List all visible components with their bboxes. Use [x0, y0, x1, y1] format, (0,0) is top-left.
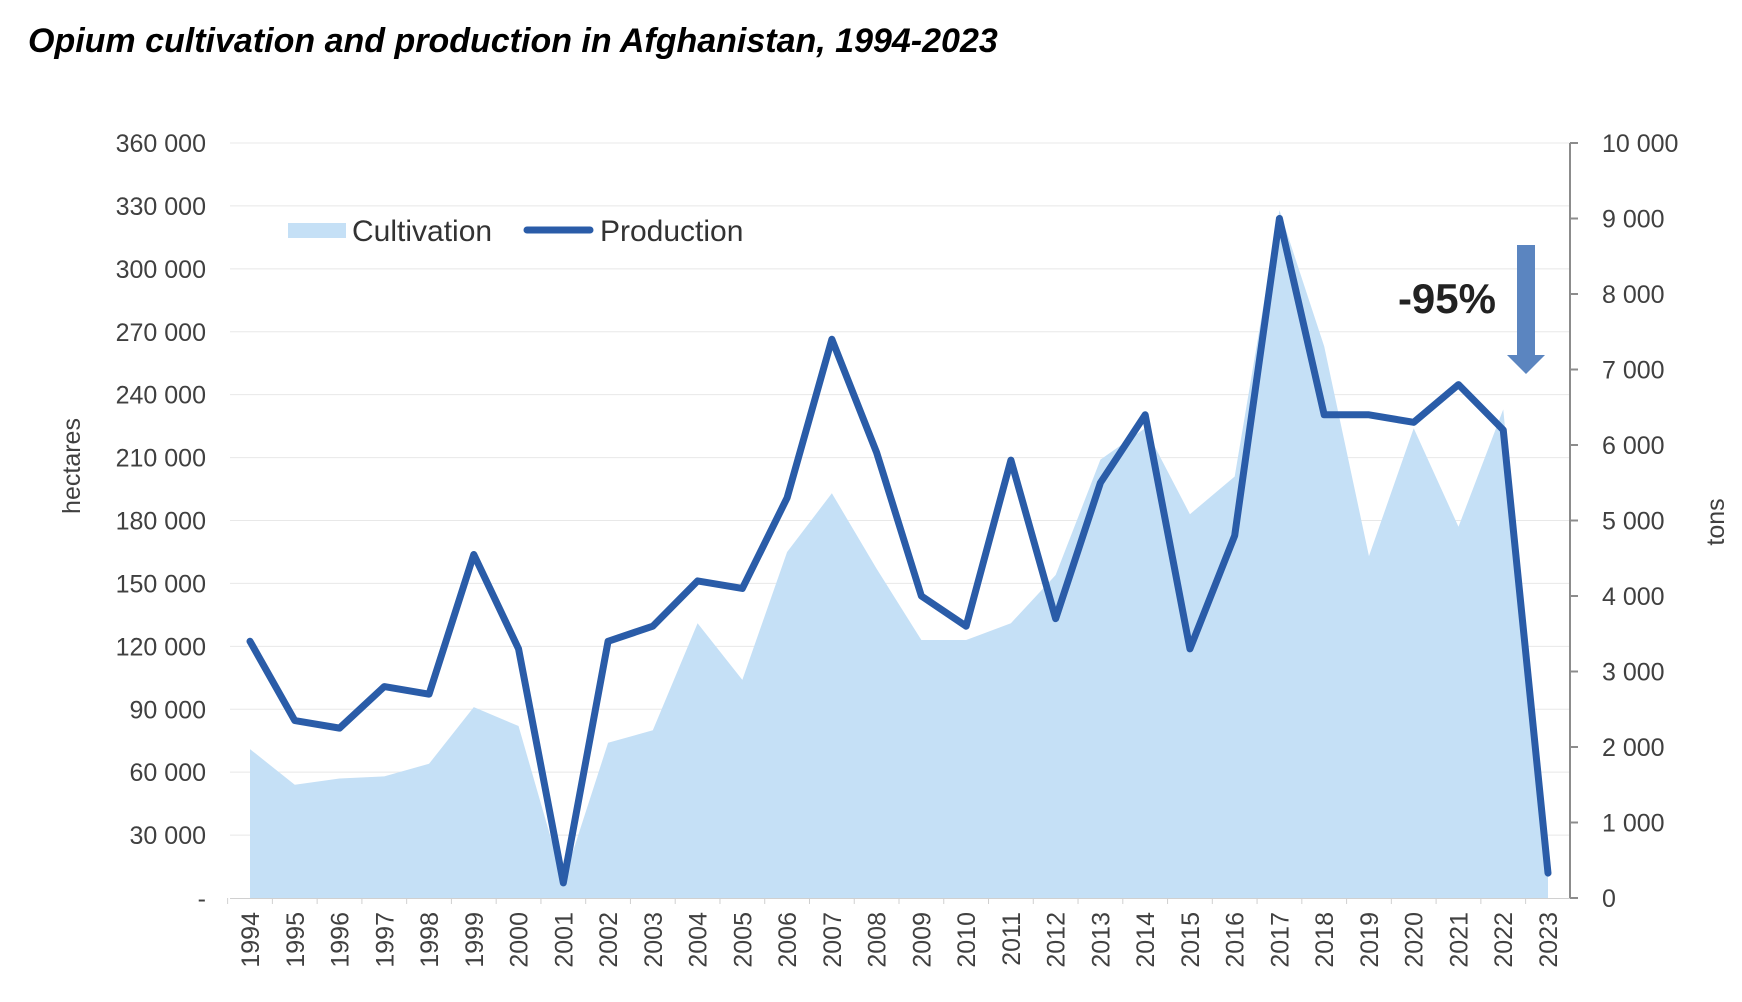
- x-tick-labels: 1994 1995 1996 1997 1998 1999 2000 2001 2002 2003…: [237, 912, 1563, 968]
- x-tick-label: 2004: [685, 912, 713, 968]
- x-tick-label: 2002: [595, 912, 623, 968]
- x-tick-label: 1995: [282, 912, 310, 968]
- chart-title: Opium cultivation and production in Afgh…: [28, 22, 998, 60]
- y-tick-label: 150 000: [116, 570, 206, 598]
- y2-tick-label: 9 000: [1602, 206, 1665, 234]
- y-tick-label: 120 000: [116, 633, 206, 661]
- x-tick-label: 2017: [1266, 912, 1294, 968]
- production-line: [246, 215, 1552, 887]
- x-tick-label: 2009: [908, 912, 936, 968]
- x-tick-label: 2010: [953, 912, 981, 968]
- y-tick-label: 300 000: [116, 256, 206, 284]
- x-tick-label: 2013: [1087, 912, 1115, 968]
- x-tick-label: 2000: [506, 912, 534, 968]
- x-tick-label: 2012: [1043, 912, 1071, 968]
- y2-tick-label: 5 000: [1602, 508, 1665, 536]
- y-tick-label: 30 000: [130, 822, 206, 850]
- x-tick-label: 2003: [640, 912, 668, 968]
- x-tick-label: 2011: [998, 912, 1026, 966]
- x-tick-label: 2018: [1311, 912, 1339, 968]
- y2-tick-label: 0: [1602, 885, 1616, 913]
- y-tick-label: 60 000: [130, 759, 206, 787]
- x-tick-label: 2001: [550, 912, 578, 968]
- legend-label-production: Production: [600, 215, 743, 248]
- y-tick-label: 270 000: [116, 319, 206, 347]
- y-tick-label: 330 000: [116, 193, 206, 221]
- decline-annotation: -95%: [1398, 245, 1545, 374]
- cultivation-area-series: [250, 210, 1548, 899]
- x-tick-label: 2016: [1222, 912, 1250, 968]
- y2-tick-label: 4 000: [1602, 583, 1665, 611]
- x-tick-label: 2021: [1445, 912, 1473, 968]
- y2-tick-label: 8 000: [1602, 281, 1665, 309]
- down-arrow-icon: [1507, 245, 1545, 374]
- x-tick-label: 2006: [774, 912, 802, 968]
- y-tick-label: 90 000: [130, 696, 206, 724]
- y-tick-label: -: [198, 885, 206, 913]
- x-tick-label: 2005: [729, 912, 757, 968]
- y2-tick-label: 10 000: [1602, 130, 1678, 158]
- x-tick-label: 2019: [1356, 912, 1384, 968]
- y2-tick-label: 7 000: [1602, 357, 1665, 385]
- decline-percent-label: -95%: [1398, 275, 1496, 322]
- cultivation-area: [250, 210, 1548, 899]
- x-tick-label: 1996: [327, 912, 355, 968]
- y2-tick-label: 6 000: [1602, 432, 1665, 460]
- y-axis-label: hectares: [58, 418, 86, 514]
- y-tick-label: 240 000: [116, 382, 206, 410]
- x-tick-label: 2022: [1490, 912, 1518, 968]
- x-tick-label: 2008: [864, 912, 892, 968]
- y-tick-label: 180 000: [116, 508, 206, 536]
- x-tick-label: 2007: [819, 912, 847, 968]
- x-tick-label: 2015: [1177, 912, 1205, 968]
- x-tick-label: 1998: [416, 912, 444, 968]
- y2-tick-label: 1 000: [1602, 810, 1665, 838]
- x-tick-label: 1994: [237, 912, 265, 968]
- legend: Cultivation Production: [288, 215, 743, 248]
- x-tick-label: 1999: [461, 912, 489, 968]
- x-tick-label: 1997: [371, 912, 399, 968]
- y2-axis-label: tons: [1702, 498, 1730, 545]
- y-tick-label: 360 000: [116, 130, 206, 158]
- y-tick-label: 210 000: [116, 445, 206, 473]
- right-y-tick-labels: 0 1 000 2 000 3 000 4 000 5 000 6 000 7 000 8 00…: [1570, 130, 1678, 913]
- y2-tick-label: 3 000: [1602, 659, 1665, 687]
- left-y-tick-labels: - 30 000 60 000 90 000 120 000 150 000 180 000…: [116, 130, 206, 913]
- x-tick-label: 2020: [1401, 912, 1429, 968]
- x-tick-label: 2023: [1535, 912, 1563, 968]
- legend-swatch-cultivation: [288, 223, 346, 238]
- y2-tick-label: 2 000: [1602, 734, 1665, 762]
- legend-label-cultivation: Cultivation: [352, 215, 492, 248]
- production-line-series: [246, 215, 1552, 887]
- x-tick-label: 2014: [1132, 912, 1160, 968]
